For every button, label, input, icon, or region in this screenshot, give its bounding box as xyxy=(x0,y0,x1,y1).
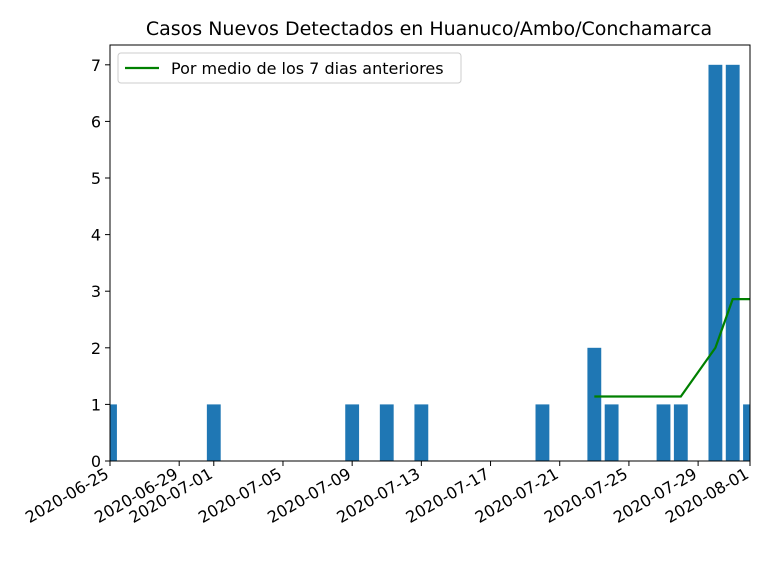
bar-2020-08-01 xyxy=(743,404,750,461)
legend-box xyxy=(117,52,462,84)
y-tick-label: 0 xyxy=(91,452,101,471)
y-tick-label: 7 xyxy=(91,56,101,75)
legend: Por medio de los 7 dias anteriores xyxy=(117,52,462,84)
bar-2020-07-30 xyxy=(708,64,723,461)
bars-layer xyxy=(110,64,750,461)
y-tick-label: 5 xyxy=(91,169,101,188)
bar-2020-07-28 xyxy=(673,404,688,461)
bar-2020-07-27 xyxy=(656,404,671,461)
chart-title: Casos Nuevos Detectados en Huanuco/Ambo/… xyxy=(146,18,712,40)
y-tick-label: 3 xyxy=(91,282,101,301)
plot-frame xyxy=(109,44,751,462)
lines-layer xyxy=(594,298,750,398)
bar-2020-07-31 xyxy=(725,64,740,461)
series-line-0 xyxy=(594,298,750,398)
y-tick-label: 6 xyxy=(91,112,101,131)
y-tick-label: 2 xyxy=(91,339,101,358)
bar-2020-07-13 xyxy=(414,404,429,461)
y-tick-label: 4 xyxy=(91,226,101,245)
bar-2020-07-09 xyxy=(345,404,360,461)
legend-label: Por medio de los 7 dias anteriores xyxy=(171,59,444,78)
bar-2020-07-11 xyxy=(379,404,394,461)
bar-2020-07-01 xyxy=(206,404,221,461)
y-tick-label: 1 xyxy=(91,395,101,414)
bar-2020-07-24 xyxy=(604,404,619,461)
bar-2020-06-25 xyxy=(110,404,117,461)
bar-2020-07-20 xyxy=(535,404,550,461)
bar-2020-07-23 xyxy=(587,347,602,461)
